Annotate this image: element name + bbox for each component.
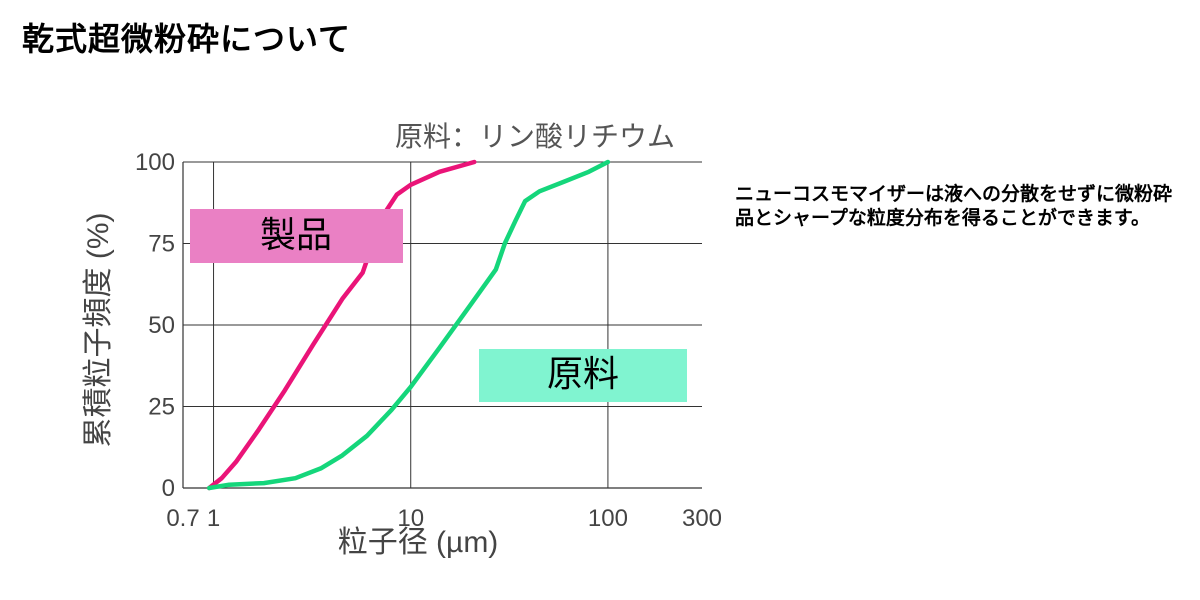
chart-title: 原料：リン酸リチウム (395, 121, 675, 152)
y-tick-label: 100 (135, 149, 175, 176)
x-tick-label: 10 (397, 505, 424, 532)
x-tick-label: 1 (207, 505, 220, 532)
y-tick-label: 25 (148, 394, 175, 421)
chart-area: 0 25 50 75 100 0.7 1 10 100 300 製品原料 原料：リン酸リチウム粒子径 … (82, 121, 722, 559)
series-label-product: 製品 (260, 214, 332, 255)
series-label-box-product (190, 209, 403, 263)
y-tick-label: 0 (162, 475, 175, 502)
y-tick-label: 75 (148, 231, 175, 258)
series-line-product (206, 159, 477, 491)
x-tick-label: 0.7 (166, 505, 199, 532)
y-axis-label: 累積粒子頻度 (%) (82, 213, 115, 448)
description-text: ニューコスモマイザーは液への分散をせずに微粉砕品とシャープな粒度分布を得ることが… (735, 183, 1173, 229)
y-tick-label: 50 (148, 312, 175, 339)
series-label-raw-material: 原料 (547, 353, 619, 394)
x-tick-label: 300 (682, 505, 722, 532)
series-label-box-raw-material (479, 349, 687, 402)
x-axis-label: 粒子径 (µm) (338, 526, 499, 559)
x-tick-label: 100 (588, 505, 628, 532)
series-line-raw-material (206, 159, 611, 491)
page-title: 乾式超微粉砕について (22, 20, 352, 58)
